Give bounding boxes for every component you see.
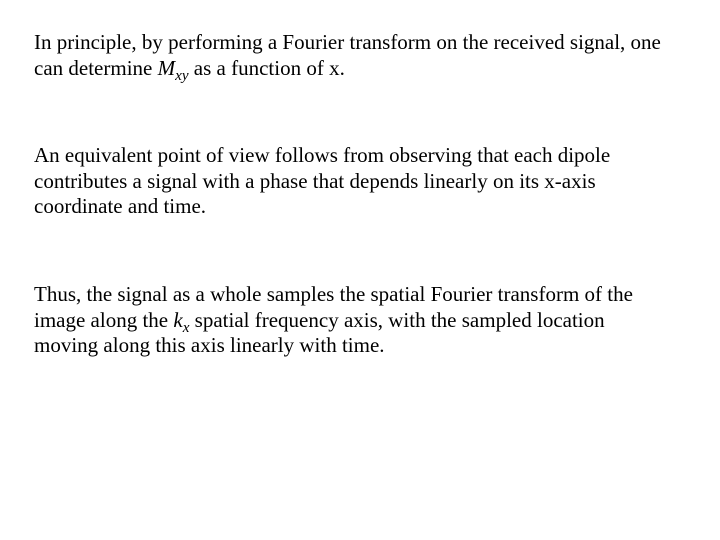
p1-symbol-main: M xyxy=(158,56,176,80)
paragraph-1: In principle, by performing a Fourier tr… xyxy=(34,30,674,81)
p1-text-after: as a function of x. xyxy=(189,56,345,80)
p2-text: An equivalent point of view follows from… xyxy=(34,143,610,218)
p3-symbol-main: k xyxy=(173,308,182,332)
paragraph-3: Thus, the signal as a whole samples the … xyxy=(34,282,674,359)
p1-symbol-sub: xy xyxy=(175,68,188,84)
p1-text-before: In principle, by performing a Fourier tr… xyxy=(34,30,661,80)
paragraph-2: An equivalent point of view follows from… xyxy=(34,143,674,220)
